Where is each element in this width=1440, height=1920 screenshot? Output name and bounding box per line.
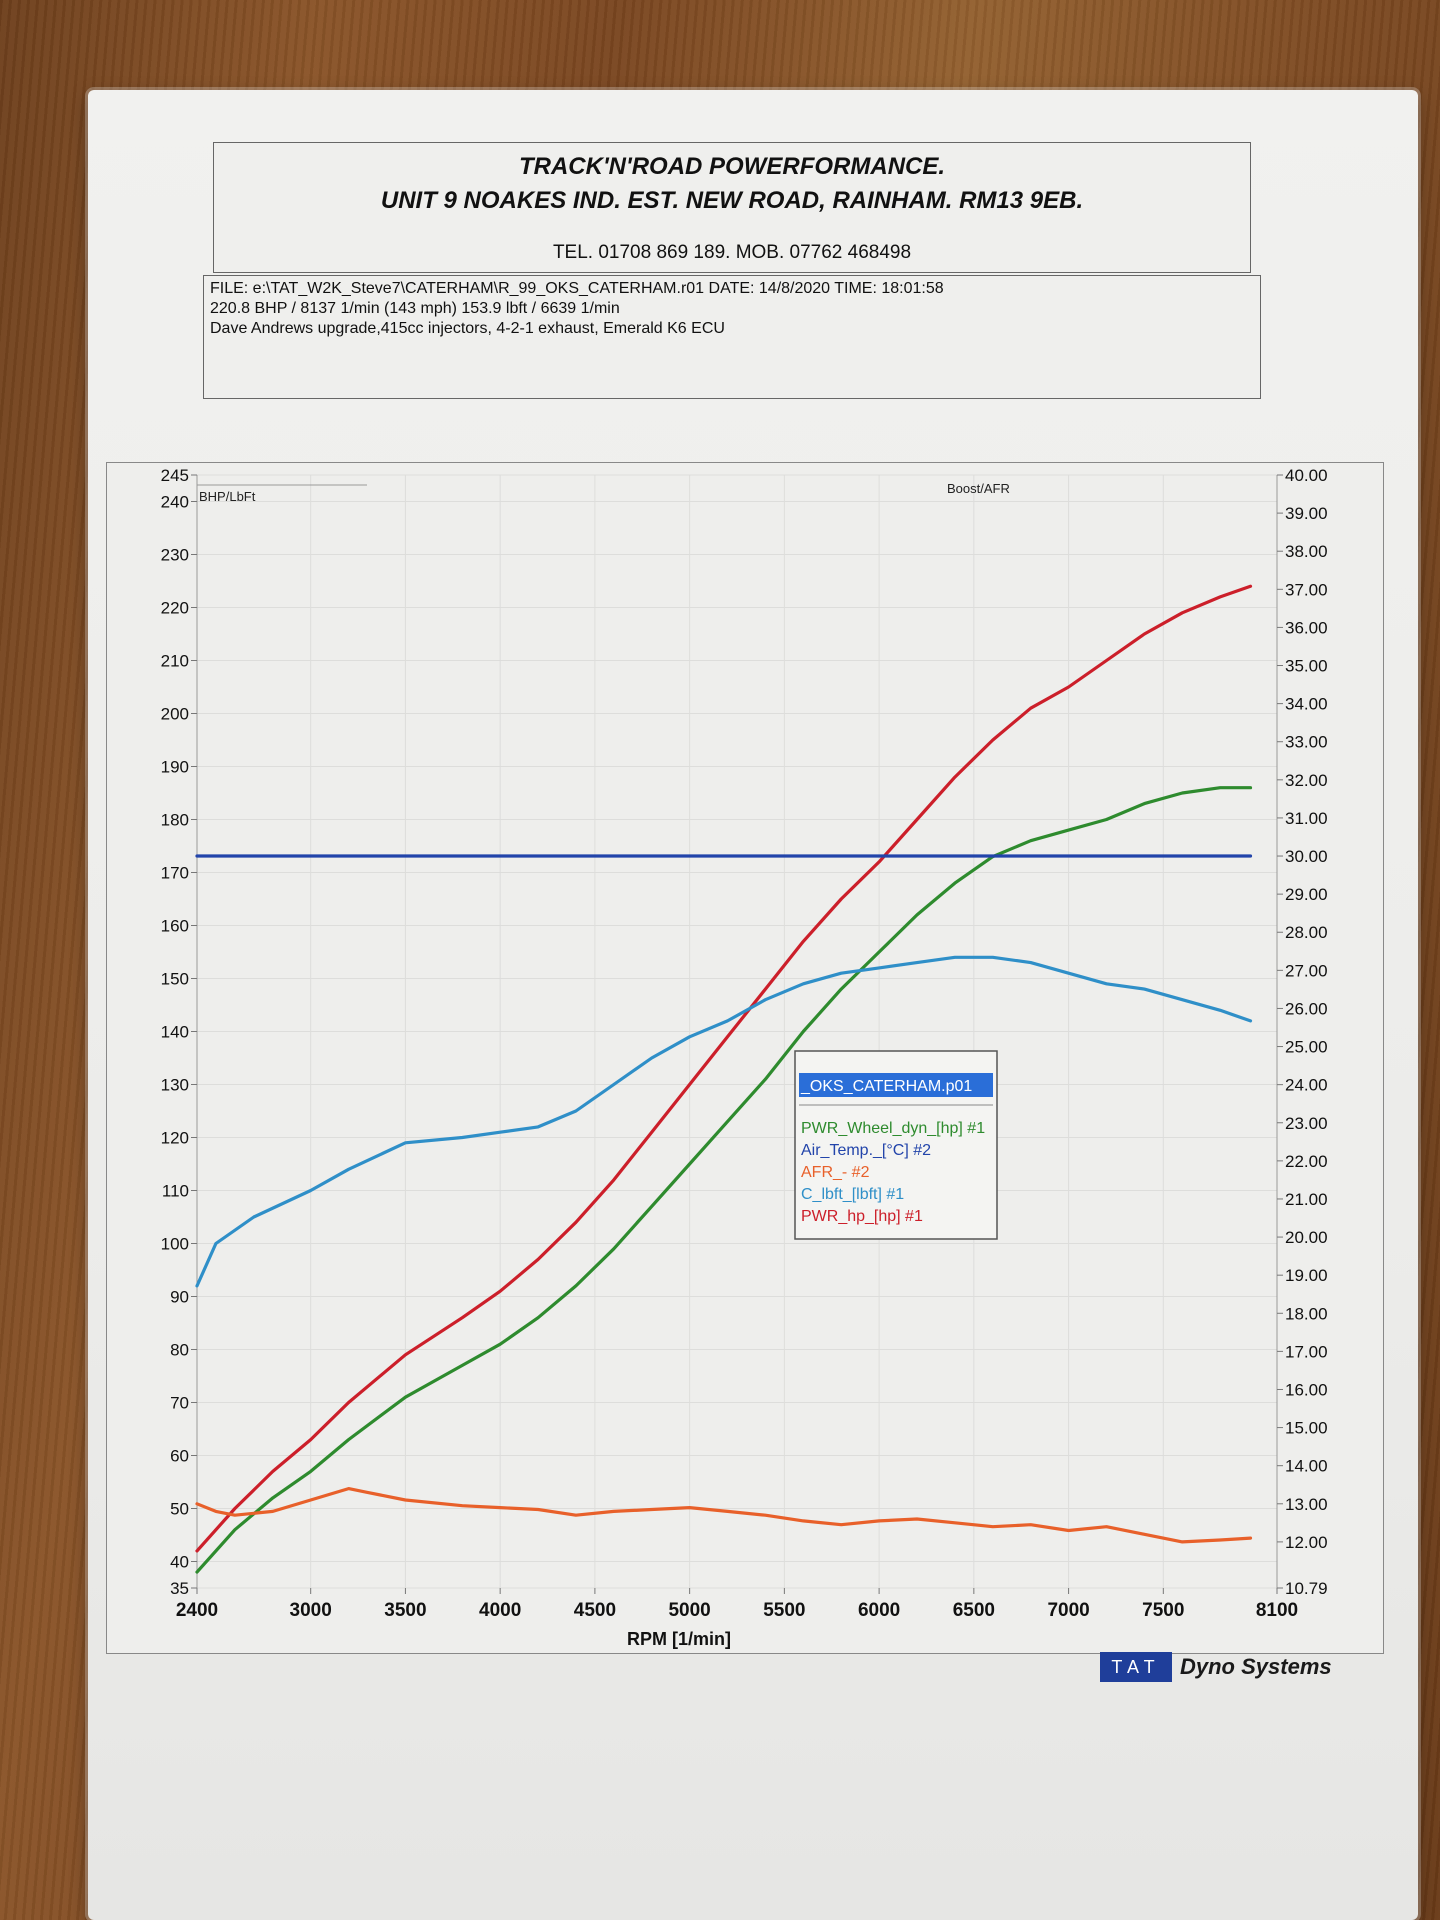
chart-axes: BHP/LbFt Boost/AFR RPM [1/min] 35 40 50 60 7… [161,466,1328,1649]
left-axis-label: BHP/LbFt [199,489,256,504]
right-tick-label: 36.00 [1285,618,1328,637]
file-info-line: FILE: e:\TAT_W2K_Steve7\CATERHAM\R_99_OK… [210,280,944,297]
left-tick-label: 240 [161,493,189,512]
series-line-2 [195,955,1253,1288]
right-tick-label: 20.00 [1285,1228,1328,1247]
right-tick-label: 24.00 [1285,1076,1328,1095]
left-tick-label: 110 [162,1182,189,1201]
x-tick-label: 7500 [1142,1600,1184,1621]
left-tick-label: 90 [170,1288,189,1307]
x-tick-label: 6000 [858,1600,900,1621]
right-tick-label: 23.00 [1285,1114,1328,1133]
right-tick-label: 26.00 [1285,999,1328,1018]
x-tick-label: 7000 [1047,1600,1089,1621]
company-name: TRACK'N'ROAD POWERFORMANCE. [518,153,946,180]
series-line-1 [195,786,1253,1574]
right-tick-label: 21.00 [1285,1190,1328,1209]
chart-grid [196,474,1278,1589]
left-tick-label: 180 [161,811,189,830]
x-tick-label: 4000 [479,1600,521,1621]
right-tick-label: 32.00 [1285,771,1328,790]
dyno-systems-text: Dyno Systems [1180,1654,1332,1679]
contact-box: TEL. 01708 869 189. MOB. 07762 468498 [213,238,1251,273]
company-address: UNIT 9 NOAKES IND. EST. NEW ROAD, RAINHA… [380,187,1084,214]
x-axis-label: RPM [1/min] [627,1629,731,1649]
series-line-3 [195,1486,1253,1544]
right-tick-label: 18.00 [1285,1304,1328,1323]
left-tick-label: 220 [161,599,189,618]
right-tick-label: 34.00 [1285,695,1328,714]
peak-values-line: 220.8 BHP / 8137 1/min (143 mph) 153.9 l… [210,300,620,317]
left-tick-label: 170 [161,864,189,883]
legend-entry: AFR_- #2 [801,1164,870,1181]
dyno-printout-sheet: TRACK'N'ROAD POWERFORMANCE. UNIT 9 NOAKE… [88,90,1418,1920]
right-tick-label: 37.00 [1285,580,1328,599]
left-tick-label: 35 [170,1579,189,1598]
x-tick-label: 3500 [384,1600,426,1621]
right-tick-label: 19.00 [1285,1266,1328,1285]
right-tick-label: 13.00 [1285,1495,1328,1514]
legend-entry: C_lbft_[lbft] #1 [801,1186,904,1203]
right-tick-label: 38.00 [1285,542,1328,561]
right-tick-label: 31.00 [1285,809,1328,828]
left-tick-label: 210 [161,652,189,671]
left-tick-label: 130 [161,1076,189,1095]
right-tick-label: 27.00 [1285,961,1328,980]
x-tick-label: 3000 [290,1600,332,1621]
dyno-chart-frame: BHP/LbFt Boost/AFR RPM [1/min] 35 40 50 60 7… [106,462,1384,1654]
legend-title-highlight [799,1073,993,1097]
x-tick-label: 5000 [668,1600,710,1621]
right-tick-label: 16.00 [1285,1380,1328,1399]
x-tick-label: 8100 [1256,1600,1298,1621]
run-info-box: FILE: e:\TAT_W2K_Steve7\CATERHAM\R_99_OK… [203,275,1261,399]
legend-entry: PWR_hp_[hp] #1 [801,1208,923,1225]
left-tick-label: 245 [161,466,189,485]
left-tick-label: 60 [170,1447,189,1466]
right-tick-label: 29.00 [1285,885,1328,904]
right-tick-label: 10.79 [1285,1579,1328,1598]
x-tick-label: 5500 [763,1600,805,1621]
x-tick-label: 2400 [176,1600,218,1621]
left-tick-label: 120 [161,1129,189,1148]
right-tick-label: 14.00 [1285,1457,1328,1476]
right-axis-label: Boost/AFR [947,481,1010,496]
contact-line: TEL. 01708 869 189. MOB. 07762 468498 [552,242,912,263]
left-tick-label: 200 [161,705,189,724]
legend-title: _OKS_CATERHAM.p01 [800,1078,972,1095]
left-tick-label: 50 [170,1500,189,1519]
legend-entry: PWR_Wheel_dyn_[hp] #1 [801,1120,985,1137]
build-notes-line: Dave Andrews upgrade,415cc injectors, 4-… [210,320,725,337]
left-tick-label: 80 [170,1341,189,1360]
x-tick-label: 6500 [953,1600,995,1621]
left-tick-label: 140 [161,1023,189,1042]
right-tick-label: 17.00 [1285,1342,1328,1361]
chart-legend: _OKS_CATERHAM.p01 PWR_Wheel_dyn_[hp] #1 A… [794,1050,998,1240]
legend-entries: PWR_Wheel_dyn_[hp] #1 Air_Temp._[°C] #2 AF… [801,1120,985,1225]
tat-logo-box: TAT [1100,1652,1172,1682]
right-tick-label: 33.00 [1285,733,1328,752]
chart-series [195,584,1253,1574]
right-tick-label: 28.00 [1285,923,1328,942]
legend-entry: Air_Temp._[°C] #2 [801,1142,931,1159]
tat-dyno-brand: TAT Dyno Systems [1100,1650,1380,1684]
right-tick-label: 12.00 [1285,1533,1328,1552]
dyno-chart: BHP/LbFt Boost/AFR RPM [1/min] 35 40 50 60 7… [161,466,1328,1649]
x-tick-label: 4500 [574,1600,616,1621]
left-tick-label: 160 [161,917,189,936]
right-tick-label: 22.00 [1285,1152,1328,1171]
right-tick-label: 35.00 [1285,657,1328,676]
left-tick-label: 100 [161,1235,189,1254]
left-tick-label: 70 [170,1394,189,1413]
series-line-0 [195,584,1253,1553]
left-tick-label: 150 [161,970,189,989]
right-tick-label: 25.00 [1285,1038,1328,1057]
right-tick-label: 15.00 [1285,1419,1328,1438]
left-tick-label: 40 [170,1553,189,1572]
left-tick-label: 230 [161,546,189,565]
right-tick-label: 39.00 [1285,504,1328,523]
right-tick-label: 30.00 [1285,847,1328,866]
right-tick-label: 40.00 [1285,466,1328,485]
left-tick-label: 190 [161,758,189,777]
